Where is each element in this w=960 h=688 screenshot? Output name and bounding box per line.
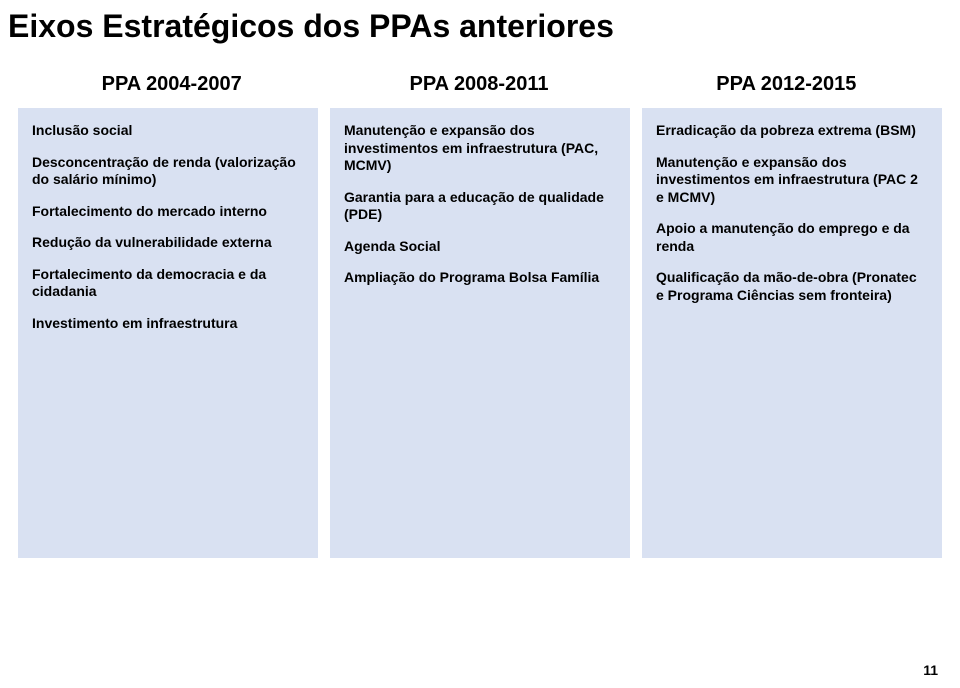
column-ppa-2004: Inclusão social Desconcentração de renda…	[18, 108, 318, 558]
column-ppa-2008: Manutenção e expansão dos investimentos …	[330, 108, 630, 558]
header-ppa-2012: PPA 2012-2015	[633, 73, 940, 96]
columns-container: Inclusão social Desconcentração de renda…	[0, 108, 960, 558]
header-ppa-2008: PPA 2008-2011	[325, 73, 632, 96]
header-ppa-2004: PPA 2004-2007	[18, 73, 325, 96]
col3-item: Manutenção e expansão dos investimentos …	[656, 154, 928, 207]
col2-item: Ampliação do Programa Bolsa Família	[344, 269, 616, 287]
header-row: PPA 2004-2007 PPA 2008-2011 PPA 2012-201…	[0, 73, 960, 96]
col3-item: Qualificação da mão-de-obra (Pronatec e …	[656, 269, 928, 304]
col2-item: Agenda Social	[344, 238, 616, 256]
col1-item: Fortalecimento da democracia e da cidada…	[32, 266, 304, 301]
col3-item: Erradicação da pobreza extrema (BSM)	[656, 122, 928, 140]
col1-item: Fortalecimento do mercado interno	[32, 203, 304, 221]
col2-item: Garantia para a educação de qualidade (P…	[344, 189, 616, 224]
page-number: 11	[923, 662, 938, 678]
col2-item: Manutenção e expansão dos investimentos …	[344, 122, 616, 175]
page-title: Eixos Estratégicos dos PPAs anteriores	[0, 0, 960, 45]
col1-item: Desconcentração de renda (valorização do…	[32, 154, 304, 189]
col1-item: Redução da vulnerabilidade externa	[32, 234, 304, 252]
col1-item: Inclusão social	[32, 122, 304, 140]
column-ppa-2012: Erradicação da pobreza extrema (BSM) Man…	[642, 108, 942, 558]
col1-item: Investimento em infraestrutura	[32, 315, 304, 333]
col3-item: Apoio a manutenção do emprego e da renda	[656, 220, 928, 255]
